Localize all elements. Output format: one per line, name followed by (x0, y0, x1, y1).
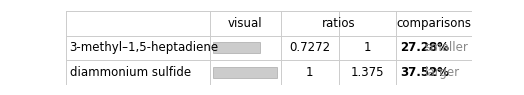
Text: comparisons: comparisons (397, 17, 472, 30)
Text: 3-methyl–1,5-heptadiene: 3-methyl–1,5-heptadiene (70, 41, 219, 54)
Bar (213, 67, 278, 78)
Text: 1: 1 (306, 66, 313, 79)
Text: 1.375: 1.375 (351, 66, 384, 79)
Text: 37.52%: 37.52% (400, 66, 449, 79)
Text: larger: larger (425, 66, 460, 79)
Text: diammonium sulfide: diammonium sulfide (70, 66, 191, 79)
Bar (213, 42, 260, 53)
Text: visual: visual (228, 17, 263, 30)
Text: ratios: ratios (322, 17, 355, 30)
Text: 27.28%: 27.28% (400, 41, 449, 54)
Text: smaller: smaller (425, 41, 469, 54)
Text: 1: 1 (364, 41, 372, 54)
Text: 0.7272: 0.7272 (289, 41, 330, 54)
